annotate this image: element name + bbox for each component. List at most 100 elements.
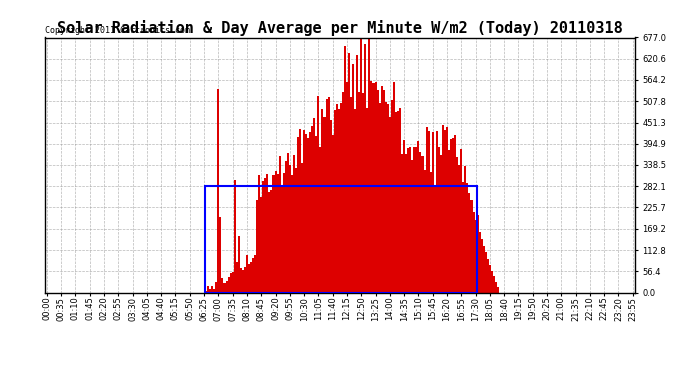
Bar — [399, 108, 401, 292]
Bar — [456, 157, 458, 292]
Bar — [324, 117, 326, 292]
Bar — [438, 147, 440, 292]
Bar — [460, 150, 462, 292]
Bar — [344, 46, 346, 292]
Bar — [297, 137, 299, 292]
Bar — [270, 190, 273, 292]
Bar — [289, 165, 290, 292]
Bar — [358, 92, 360, 292]
Bar — [262, 181, 264, 292]
Bar — [228, 277, 230, 292]
Bar — [205, 291, 207, 292]
Bar — [217, 89, 219, 292]
Bar — [330, 120, 332, 292]
Bar — [371, 81, 373, 292]
Bar — [422, 156, 424, 292]
Bar — [241, 270, 244, 292]
Bar — [338, 109, 339, 292]
Bar — [458, 165, 460, 292]
Bar — [385, 102, 387, 292]
Bar — [493, 276, 495, 292]
Bar — [215, 282, 217, 292]
Bar — [495, 282, 497, 292]
Bar — [309, 132, 311, 292]
Bar — [342, 92, 344, 292]
Bar — [434, 187, 436, 292]
Bar — [303, 130, 305, 292]
Bar — [305, 134, 307, 292]
Bar — [279, 156, 281, 292]
Bar — [287, 153, 289, 292]
Bar — [397, 111, 399, 292]
Bar — [219, 217, 221, 292]
Bar — [283, 172, 285, 292]
Bar — [224, 283, 226, 292]
Bar — [252, 258, 254, 292]
Bar — [326, 99, 328, 292]
Bar — [244, 267, 246, 292]
Bar — [238, 236, 240, 292]
Bar — [475, 220, 477, 292]
Bar — [469, 193, 471, 292]
Bar — [313, 117, 315, 292]
Bar — [483, 246, 485, 292]
Bar — [417, 141, 420, 292]
Bar — [260, 197, 262, 292]
Bar — [462, 182, 464, 292]
Bar — [409, 147, 411, 292]
Bar — [454, 135, 456, 292]
Bar — [391, 100, 393, 292]
Bar — [339, 103, 342, 292]
Bar — [226, 281, 228, 292]
Bar — [213, 289, 215, 292]
Bar — [221, 278, 224, 292]
Bar — [328, 98, 330, 292]
Bar — [450, 139, 452, 292]
Bar — [377, 90, 379, 292]
Bar — [356, 55, 358, 292]
Bar — [401, 154, 403, 292]
Bar — [332, 135, 334, 292]
Bar — [319, 147, 322, 292]
Bar — [375, 82, 377, 292]
Bar — [230, 273, 232, 292]
Bar — [232, 272, 234, 292]
Bar — [440, 155, 442, 292]
Bar — [393, 82, 395, 292]
Bar — [307, 138, 309, 292]
Bar — [487, 259, 489, 292]
Bar — [415, 147, 417, 292]
Bar — [268, 192, 270, 292]
Bar — [362, 93, 364, 292]
Bar — [452, 138, 454, 292]
Bar — [477, 215, 479, 292]
Bar — [387, 104, 389, 292]
Bar — [273, 176, 275, 292]
Bar — [254, 255, 256, 292]
Bar — [350, 97, 352, 292]
Bar — [442, 126, 444, 292]
Bar — [497, 287, 499, 292]
Bar — [473, 211, 475, 292]
Title: Solar Radiation & Day Average per Minute W/m2 (Today) 20110318: Solar Radiation & Day Average per Minute… — [57, 20, 622, 36]
Bar — [364, 44, 366, 292]
Bar — [479, 232, 481, 292]
Bar — [413, 147, 415, 292]
Bar — [246, 255, 248, 292]
Bar — [352, 64, 354, 292]
Bar — [426, 127, 428, 292]
Bar — [466, 183, 469, 292]
Bar — [293, 155, 295, 292]
Bar — [256, 200, 258, 292]
Bar — [236, 262, 238, 292]
Bar — [403, 140, 405, 292]
Bar — [299, 129, 301, 292]
Bar — [277, 174, 279, 292]
Bar — [234, 180, 236, 292]
Bar — [489, 265, 491, 292]
Bar — [211, 286, 213, 292]
Bar — [322, 108, 324, 292]
Bar — [336, 104, 338, 292]
Bar — [407, 148, 409, 292]
Bar — [381, 86, 383, 292]
